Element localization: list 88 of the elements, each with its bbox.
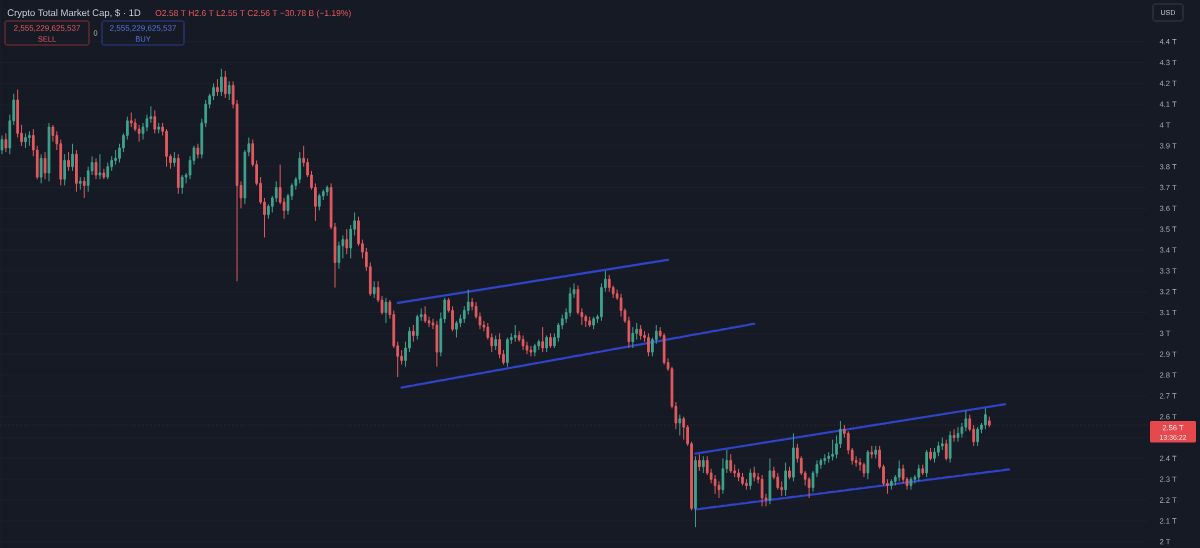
candlestick (513, 324, 517, 343)
candlestick (874, 445, 878, 459)
candlestick (921, 464, 925, 476)
candlestick (909, 476, 913, 491)
candlestick (521, 334, 525, 351)
candlestick (976, 426, 979, 447)
candlestick (47, 122, 51, 182)
candlestick (760, 474, 764, 507)
candlestick (737, 468, 740, 482)
candlestick (752, 466, 756, 482)
candlestick (43, 151, 47, 180)
candlestick (897, 459, 901, 482)
candlestick (729, 453, 733, 474)
candlestick (153, 109, 157, 134)
candlestick (533, 343, 537, 357)
candlestick (788, 466, 791, 480)
candlestick (78, 176, 82, 191)
candlestick (952, 428, 956, 443)
candlestick (75, 149, 78, 193)
candlestick (67, 151, 70, 172)
candlestick (494, 334, 498, 351)
candlestick (24, 132, 27, 149)
candlestick (592, 316, 595, 330)
candlestick (317, 193, 321, 211)
candlestick (678, 414, 682, 436)
candlestick (102, 168, 106, 180)
candlestick (98, 153, 102, 180)
candlestick (0, 134, 4, 155)
candlestick (384, 297, 388, 324)
candlestick (647, 332, 650, 357)
candlestick (917, 464, 921, 482)
candlestick (639, 324, 642, 341)
candlestick (94, 157, 98, 180)
candlestick (196, 143, 200, 159)
candlestick (39, 153, 43, 184)
candlestick (748, 468, 752, 491)
candlestick (631, 326, 635, 349)
candlestick (541, 326, 545, 353)
candlestick (768, 457, 772, 505)
candlestick (588, 316, 592, 328)
candlestick (4, 132, 8, 153)
candlestick (823, 453, 827, 466)
candlestick (63, 153, 67, 186)
candlestick (831, 439, 834, 461)
candlestick (157, 122, 161, 134)
candlestick (698, 453, 701, 472)
candlestick (890, 478, 893, 491)
candlestick (545, 334, 548, 353)
candlestick (372, 280, 376, 299)
candlestick (82, 176, 86, 199)
candlestick (28, 130, 31, 147)
annotation: 2,555,229,625,537 (110, 25, 176, 32)
annotation: 2,555,229,625,537 (14, 25, 80, 32)
candlestick (741, 472, 744, 486)
candlestick (180, 174, 184, 195)
candlestick (701, 455, 705, 474)
candlestick (227, 80, 231, 101)
candlestick (862, 462, 866, 478)
line-series (400, 322, 756, 389)
candlestick (792, 432, 795, 482)
candlestick (325, 184, 329, 197)
candlestick (784, 462, 787, 497)
candlestick (223, 70, 227, 99)
candlestick (866, 449, 870, 480)
candlestick (925, 449, 929, 478)
candlestick (345, 228, 349, 255)
candlestick (929, 447, 932, 461)
text: Crypto Total Market Cap, $ · 1D (7, 8, 141, 18)
candlestick (944, 439, 948, 461)
candlestick (984, 407, 987, 430)
candlestick (987, 416, 991, 428)
candlestick (71, 143, 74, 172)
candlestick (529, 345, 533, 357)
candlestick (870, 445, 874, 459)
candlestick (173, 151, 176, 168)
candlestick (948, 430, 952, 464)
candlestick (176, 153, 180, 195)
candlestick (216, 78, 219, 97)
candlestick (694, 455, 697, 528)
candlestick (129, 112, 133, 128)
candlestick (412, 324, 415, 343)
candlestick (506, 337, 509, 368)
candlestick (435, 320, 439, 368)
candlestick (956, 426, 960, 443)
candlestick (549, 332, 552, 349)
candlestick (423, 305, 427, 324)
candlestick (220, 68, 223, 97)
annotation: O2.58 T H2.6 T L2.55 T C2.56 T −30.78 B (−1.19%) (155, 9, 351, 18)
